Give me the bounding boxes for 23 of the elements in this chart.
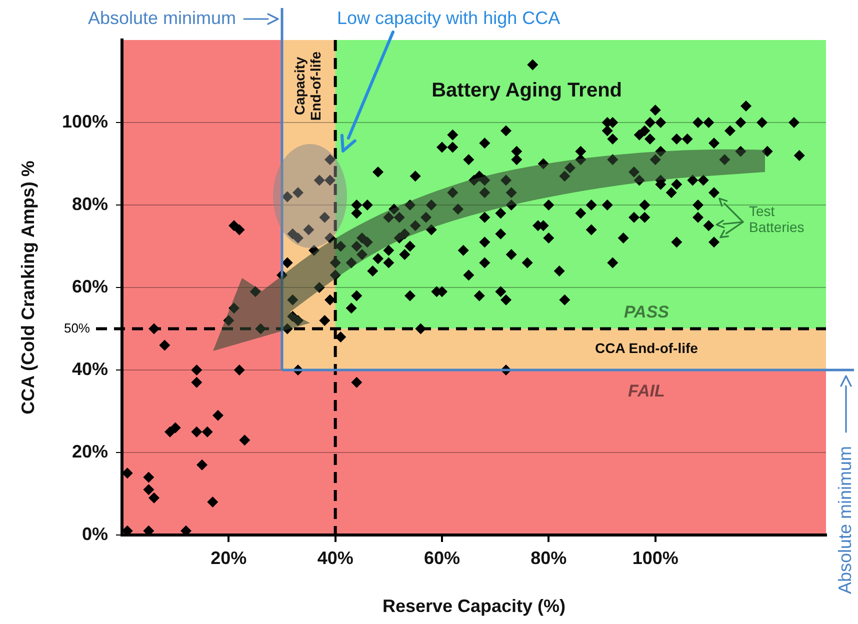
y-tick-label: 40%: [72, 358, 108, 379]
y-tick-label: 80%: [72, 194, 108, 214]
y-tick-label: 100%: [62, 111, 108, 132]
text: Low capacity with high CCA: [337, 8, 560, 28]
x-tick-label: 20%: [210, 548, 247, 568]
y-tick-label: 20%: [72, 441, 108, 462]
x-tick-label: 100%: [632, 548, 678, 568]
x-tick-label: 60%: [424, 548, 460, 568]
band-label: CCA End-of-life: [595, 340, 698, 356]
band-label: PASS: [624, 302, 670, 322]
x-axis-title: Reserve Capacity (%): [382, 596, 566, 616]
ref-line-label: Absolute minimum: [834, 446, 855, 594]
y-tick-label: 60%: [72, 276, 108, 296]
y-tick-label: 0%: [82, 524, 108, 544]
text: Battery Aging Trend: [432, 80, 622, 102]
y-axis-title: CCA (Cold Cranking Amps) %: [18, 160, 38, 414]
band-label: Capacity End-of-life: [292, 51, 324, 121]
x-tick-label: 80%: [530, 548, 567, 568]
band-label: FAIL: [628, 382, 665, 401]
ref-line-label: 50%: [64, 320, 90, 336]
x-tick-label: 40%: [317, 548, 354, 568]
annotation: Test Batteries: [749, 202, 804, 235]
ref-line-label: Absolute minimum: [88, 8, 236, 28]
